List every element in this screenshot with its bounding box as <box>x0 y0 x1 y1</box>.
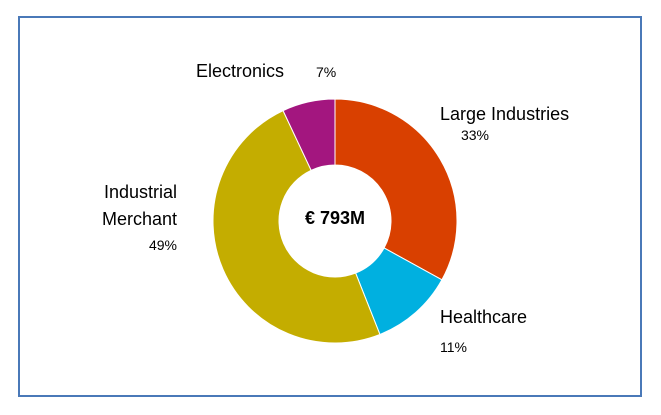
electronics-percent-label: 7% <box>316 64 336 80</box>
center-total-label: € 793M <box>305 208 365 228</box>
industrial-merchant-slice <box>212 109 381 344</box>
merchant-category-label-line-2: Merchant <box>102 209 177 229</box>
industrial-merchant-percent-label: 49% <box>149 237 177 253</box>
healthcare-category-label: Healthcare <box>440 307 527 327</box>
electronics-slice <box>282 98 336 171</box>
large-industries-category-label: Large Industries <box>440 104 569 124</box>
electronics-category-label: Electronics <box>196 61 284 81</box>
large-industries-slice <box>334 98 458 281</box>
large-industries-percent-label: 33% <box>461 127 489 143</box>
donut-slices <box>212 98 458 344</box>
industrial-category-label-line-1: Industrial <box>104 182 177 202</box>
healthcare-percent-label: 11% <box>440 339 467 355</box>
